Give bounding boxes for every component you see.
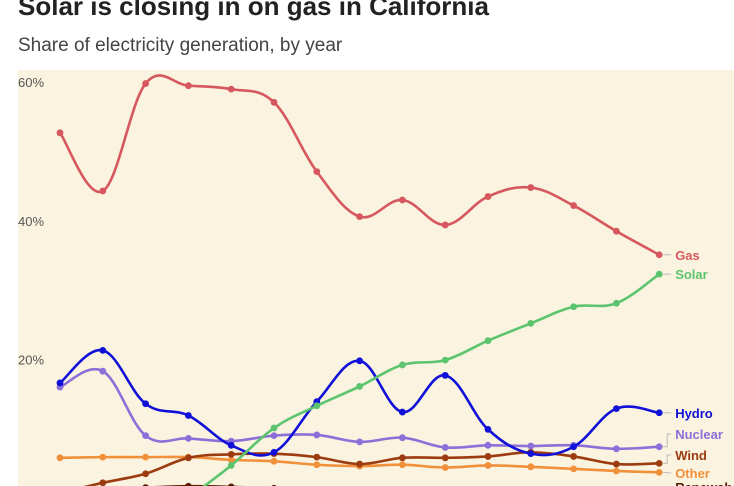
data-point-solar [655,270,663,278]
data-point-wind [313,453,321,461]
data-point-wind [185,454,192,462]
series-label-nuclear: Nuclear [675,427,723,442]
data-point-wind [99,479,107,486]
data-point-solar [356,383,363,390]
series-line-solar [202,272,661,486]
data-point-solar [313,402,321,410]
label-leader-nuclear [663,433,672,448]
data-point-hydro [185,412,192,419]
data-point-hydro [527,450,535,458]
data-point-gas [441,221,449,229]
data-point-wind [484,453,492,460]
data-point-solar [399,361,406,369]
data-point-other [313,461,321,469]
data-point-hydro [441,371,449,379]
data-point-other [570,465,577,473]
data-point-hydro [399,408,406,416]
data-point-other [399,461,406,469]
series-label-gas: Gas [675,248,700,263]
data-point-solar [613,299,620,307]
data-point-wind [142,470,150,478]
data-point-gas [527,184,535,191]
series-label-other: Other [675,466,710,481]
data-point-solar [441,356,449,364]
data-point-renewab [227,483,235,486]
y-tick-label: 40% [18,214,44,229]
data-point-wind [227,450,235,458]
data-point-renewab [185,482,192,486]
data-point-other [56,454,64,462]
data-point-gas [655,251,663,259]
series-label-solar: Solar [675,267,708,282]
data-point-nuclear [655,443,663,451]
data-point-solar [227,462,235,469]
y-tick-label: 20% [18,352,44,367]
data-point-other [441,464,449,471]
data-point-gas [270,98,278,106]
data-point-wind [399,454,406,462]
y-tick-label: 60% [18,75,44,90]
data-point-gas [613,227,620,235]
data-point-hydro [484,425,492,433]
data-point-solar [484,337,492,345]
data-point-gas [399,196,406,204]
data-point-wind [655,459,663,467]
data-point-solar [527,319,535,327]
data-point-nuclear [527,442,535,450]
data-point-solar [570,303,577,311]
data-point-gas [227,85,235,93]
data-point-wind [356,460,363,468]
series-label-wind: Wind [675,448,707,463]
series-line-gas [58,74,661,257]
label-leader-other [663,471,672,474]
data-point-hydro [56,379,64,387]
data-point-gas [142,80,150,87]
data-point-other [484,462,492,469]
data-point-nuclear [356,438,363,446]
data-point-nuclear [185,435,192,442]
data-point-nuclear [613,445,620,453]
data-point-other [227,456,235,464]
data-point-hydro [613,405,620,413]
data-point-nuclear [142,432,150,440]
data-point-gas [99,187,107,195]
data-point-gas [313,168,321,175]
data-point-hydro [356,357,363,365]
data-point-hydro [270,448,278,456]
data-point-wind [613,460,620,468]
data-point-solar [270,424,278,432]
data-point-nuclear [313,431,321,439]
data-point-nuclear [399,434,406,442]
data-point-other [655,468,663,476]
data-point-wind [570,453,577,460]
data-point-nuclear [484,441,492,449]
data-point-other [527,463,535,471]
plot-background [18,70,734,486]
chart-title: Solar is closing in on gas in California [18,0,489,21]
data-point-nuclear [99,367,107,375]
series-label-renewab: Renewab... [675,480,734,486]
data-point-other [142,453,150,461]
data-point-nuclear [270,432,278,440]
data-point-gas [185,82,192,90]
data-point-gas [570,202,577,209]
data-point-hydro [570,443,577,451]
data-point-gas [484,193,492,200]
label-leader-wind [663,454,672,464]
data-point-other [613,467,620,475]
data-point-wind [441,454,449,462]
series-line-nuclear [58,367,661,451]
data-point-gas [56,129,64,137]
data-point-hydro [99,346,107,354]
series-label-hydro: Hydro [675,406,713,421]
data-point-hydro [227,441,235,449]
chart-subtitle: Share of electricity generation, by year [18,35,343,56]
data-point-hydro [655,409,663,417]
data-point-other [270,457,278,465]
data-point-hydro [142,400,150,408]
data-point-other [99,453,107,461]
data-point-nuclear [441,444,449,451]
data-point-gas [356,213,363,221]
